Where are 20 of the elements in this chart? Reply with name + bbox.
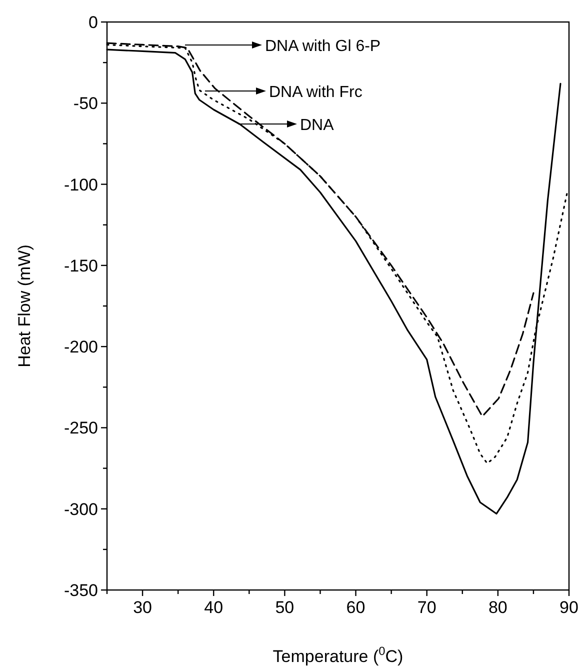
x-tick-label: 90	[560, 598, 578, 617]
x-tick-label: 70	[417, 598, 436, 617]
y-tick-label: -50	[73, 94, 98, 114]
x-tick-label: 60	[346, 598, 366, 617]
x-tick-label: 30	[133, 598, 152, 617]
annotation: DNA	[300, 117, 334, 134]
x-axis-title: Temperature ($^{0}$C)	[272, 644, 404, 666]
annotation: DNA with Frc	[269, 84, 362, 101]
y-tick-label: -350	[64, 581, 98, 600]
y-tick-label: -100	[64, 175, 98, 194]
x-tick-label: 40	[204, 598, 224, 617]
y-tick-label: -150	[64, 256, 98, 276]
y-tick-label: -300	[64, 500, 98, 519]
y-axis-title: Heat Flow (mW)	[15, 244, 34, 368]
annotation: DNA with Gl 6-P	[265, 38, 381, 55]
y-tick-label: -250	[64, 418, 98, 438]
y-tick-label: -200	[64, 338, 98, 357]
x-tick-label: 50	[275, 598, 294, 617]
y-tick-label: 0	[88, 13, 98, 32]
x-tick-label: 80	[488, 598, 508, 617]
